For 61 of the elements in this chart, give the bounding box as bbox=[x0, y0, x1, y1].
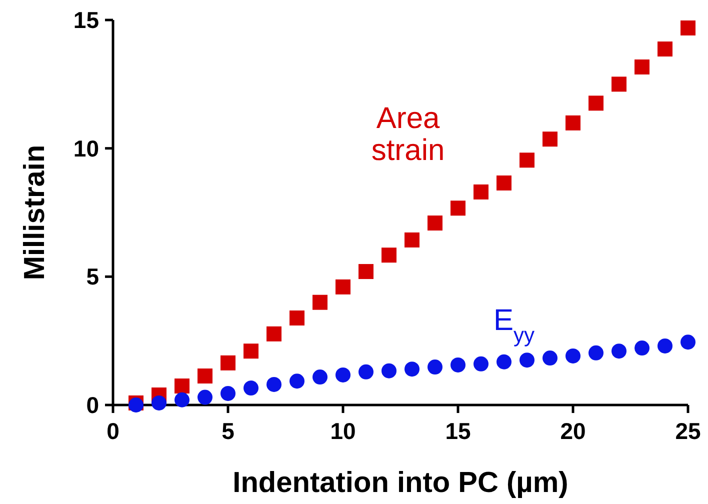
point bbox=[588, 345, 604, 360]
x-axis-title: Indentation into PC (µm) bbox=[232, 467, 568, 499]
x-tick-label: 15 bbox=[445, 418, 471, 444]
point bbox=[680, 20, 696, 36]
point bbox=[198, 368, 212, 384]
x-tick-label: 20 bbox=[560, 418, 586, 444]
point bbox=[244, 380, 258, 396]
series-label: Area strain bbox=[371, 102, 445, 167]
point bbox=[198, 390, 212, 405]
y-axis-title: Millistrain bbox=[19, 144, 51, 280]
point bbox=[382, 363, 396, 378]
y-tick-label: 5 bbox=[86, 264, 100, 290]
point bbox=[152, 395, 166, 410]
point bbox=[290, 374, 304, 389]
x-tick-label: 10 bbox=[330, 418, 356, 444]
point bbox=[496, 354, 512, 370]
point bbox=[266, 376, 282, 392]
point bbox=[450, 200, 466, 216]
y-tick-label: 15 bbox=[73, 7, 100, 33]
point bbox=[612, 76, 626, 92]
point bbox=[404, 362, 420, 377]
point bbox=[542, 132, 558, 147]
point bbox=[174, 392, 190, 408]
point bbox=[542, 350, 558, 366]
x-tick-label: 0 bbox=[106, 418, 120, 444]
point bbox=[312, 294, 328, 310]
y-tick-label: 10 bbox=[73, 135, 99, 162]
point bbox=[474, 184, 488, 200]
x-tick-label: 25 bbox=[675, 418, 701, 444]
point bbox=[382, 248, 396, 263]
point bbox=[658, 338, 672, 354]
point bbox=[634, 340, 650, 356]
point bbox=[336, 367, 350, 382]
point bbox=[474, 356, 488, 372]
point bbox=[566, 348, 580, 364]
x-tick-label: 5 bbox=[222, 418, 235, 444]
point bbox=[680, 334, 696, 350]
point bbox=[174, 378, 190, 394]
point bbox=[496, 175, 512, 190]
point bbox=[336, 279, 350, 294]
point bbox=[658, 42, 672, 57]
point bbox=[266, 326, 282, 342]
point bbox=[634, 59, 650, 74]
point bbox=[520, 352, 534, 368]
point bbox=[358, 364, 374, 380]
point bbox=[244, 344, 258, 359]
point bbox=[520, 152, 534, 168]
point bbox=[566, 115, 580, 130]
y-tick-label: 0 bbox=[86, 392, 99, 418]
point bbox=[220, 355, 236, 370]
point bbox=[220, 386, 236, 401]
point bbox=[450, 357, 466, 372]
series-label: E$_{yy}$ bbox=[493, 304, 536, 346]
point bbox=[290, 310, 304, 326]
point bbox=[428, 360, 442, 375]
point bbox=[358, 264, 374, 280]
point bbox=[404, 232, 420, 248]
point bbox=[312, 370, 328, 385]
point bbox=[588, 96, 604, 111]
point bbox=[612, 344, 626, 359]
point bbox=[428, 216, 442, 231]
